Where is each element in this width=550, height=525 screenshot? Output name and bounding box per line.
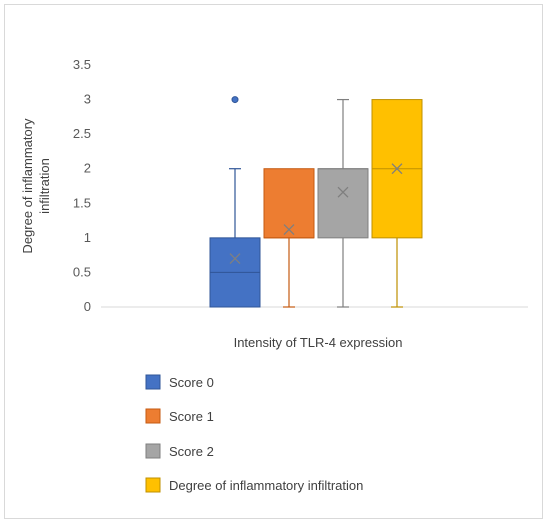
y-axis-title-line-1: Degree of inflammatory bbox=[20, 118, 35, 254]
y-tick-label: 1 bbox=[84, 230, 91, 245]
box-body bbox=[317, 168, 369, 239]
legend-swatch bbox=[145, 374, 161, 390]
legend-label: Score 1 bbox=[169, 409, 214, 424]
outlier-point bbox=[231, 96, 239, 104]
legend: Score 0 Score 1 Score 2 Degree of inflammat… bbox=[145, 374, 363, 493]
box-degree-of-inflammatory-infiltration bbox=[371, 99, 423, 308]
box-series bbox=[209, 96, 423, 308]
y-axis-ticks: 0 0.5 1 1.5 2 2.5 3 3.5 bbox=[73, 57, 91, 314]
mean-marker bbox=[283, 224, 295, 236]
legend-swatch bbox=[145, 443, 161, 459]
chart-frame bbox=[4, 4, 543, 519]
legend-label: Score 2 bbox=[169, 444, 214, 459]
legend-item: Score 0 bbox=[145, 374, 214, 390]
box-score-2 bbox=[317, 98, 369, 308]
y-tick-label: 0.5 bbox=[73, 264, 91, 279]
legend-swatch bbox=[145, 477, 161, 493]
mean-marker bbox=[229, 253, 241, 265]
y-tick-label: 0 bbox=[84, 299, 91, 314]
legend-label: Degree of inflammatory infiltration bbox=[169, 478, 363, 493]
box-score-0 bbox=[209, 96, 261, 308]
y-tick-label: 2 bbox=[84, 161, 91, 176]
y-tick-label: 3.5 bbox=[73, 57, 91, 72]
legend-item: Score 1 bbox=[145, 408, 214, 424]
legend-item: Score 2 bbox=[145, 443, 214, 459]
box-body bbox=[263, 168, 315, 239]
y-tick-label: 1.5 bbox=[73, 195, 91, 210]
y-tick-label: 2.5 bbox=[73, 126, 91, 141]
mean-marker bbox=[391, 163, 403, 175]
mean-marker bbox=[337, 186, 349, 198]
box-score-1 bbox=[263, 168, 315, 308]
x-axis-title: Intensity of TLR-4 expression bbox=[234, 335, 403, 350]
legend-swatch bbox=[145, 408, 161, 424]
y-axis-title-line-2: infiltration bbox=[37, 158, 52, 214]
legend-label: Score 0 bbox=[169, 375, 214, 390]
y-tick-label: 3 bbox=[84, 92, 91, 107]
legend-item: Degree of inflammatory infiltration bbox=[145, 477, 363, 493]
